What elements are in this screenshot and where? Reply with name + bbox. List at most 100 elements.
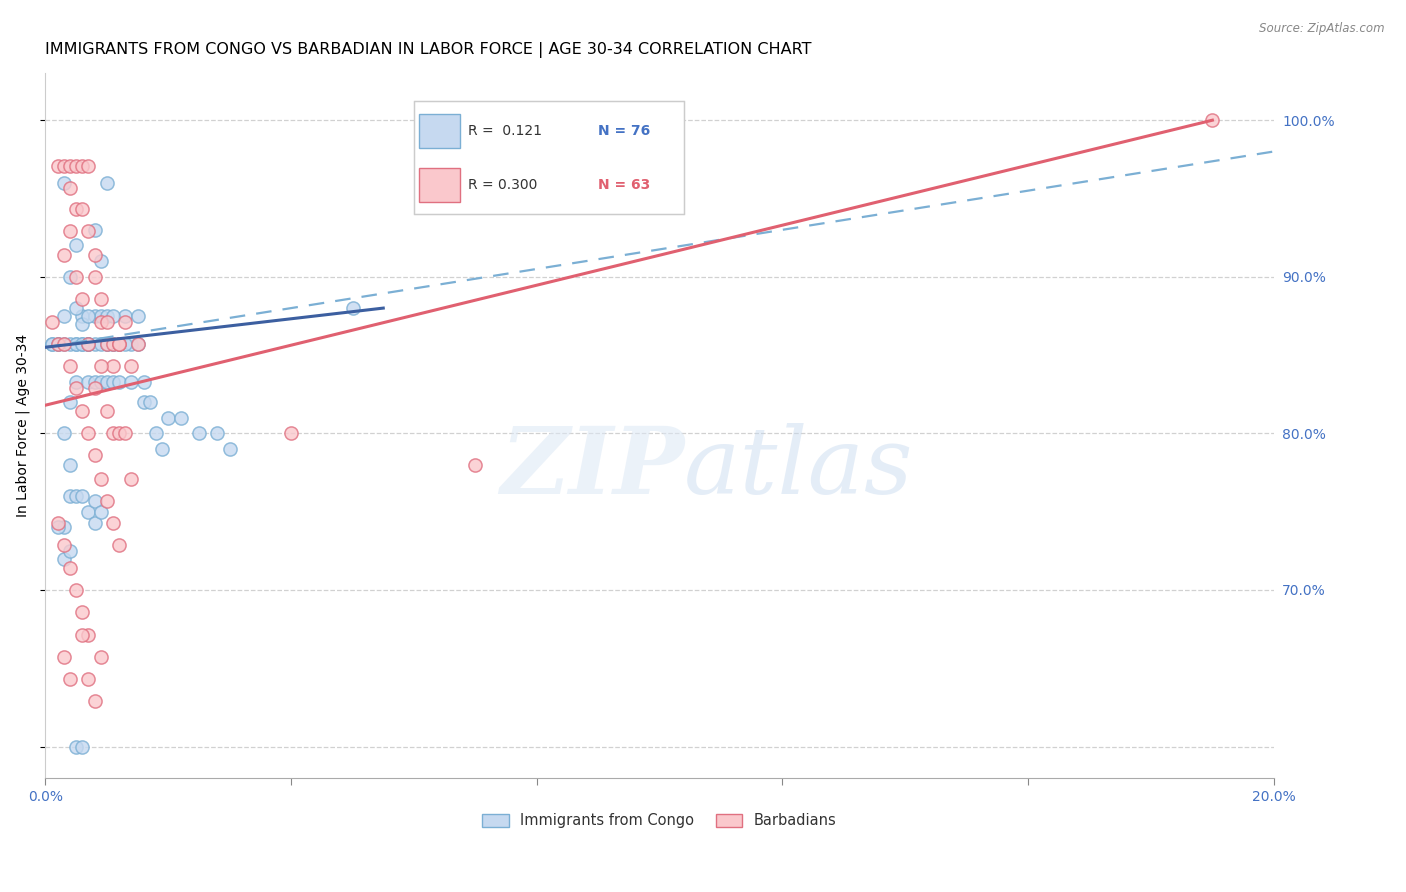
Point (108, 426, 131, 441)
Point (72, 404, 94, 418)
Point (120, 359, 142, 373)
Point (72, 337, 94, 351)
Point (83, 516, 105, 530)
Point (150, 442, 173, 456)
Point (59, 561, 82, 575)
Point (72, 202, 94, 217)
Point (90, 254, 112, 268)
Point (72, 309, 94, 323)
Point (77, 505, 100, 519)
Point (108, 337, 131, 351)
Point (83, 309, 105, 323)
Point (52, 426, 75, 441)
Point (108, 337, 131, 351)
Point (59, 159, 82, 173)
Point (132, 395, 155, 409)
Point (127, 337, 149, 351)
Point (41, 337, 63, 351)
Point (77, 224, 100, 238)
Point (72, 292, 94, 306)
Point (90, 472, 112, 486)
Text: Source: ZipAtlas.com: Source: ZipAtlas.com (1260, 22, 1385, 36)
Legend: Immigrants from Congo, Barbadians: Immigrants from Congo, Barbadians (477, 807, 842, 834)
Point (83, 381, 105, 395)
Point (90, 359, 112, 373)
Point (65, 582, 87, 597)
Point (52, 337, 75, 351)
Point (83, 448, 105, 462)
Point (90, 309, 112, 323)
Point (342, 301, 364, 315)
Y-axis label: In Labor Force | Age 30-34: In Labor Force | Age 30-34 (15, 334, 30, 517)
Point (96, 309, 118, 323)
Point (77, 337, 100, 351)
Point (72, 739, 94, 754)
Point (59, 180, 82, 194)
Point (139, 395, 162, 409)
Point (83, 694, 105, 708)
Point (96, 404, 118, 418)
Point (101, 337, 124, 351)
Point (59, 337, 82, 351)
Point (41, 337, 63, 351)
Text: ZIP: ZIP (501, 423, 685, 513)
Point (101, 426, 124, 441)
Point (83, 248, 105, 262)
Point (157, 410, 180, 425)
Point (90, 337, 112, 351)
Point (464, 458, 486, 472)
Point (59, 359, 82, 373)
Point (188, 426, 211, 441)
Point (90, 292, 112, 306)
Point (83, 337, 105, 351)
Point (114, 337, 136, 351)
Point (108, 537, 131, 551)
Point (52, 248, 75, 262)
Point (108, 375, 131, 389)
Point (72, 317, 94, 331)
Point (101, 337, 124, 351)
Point (132, 375, 155, 389)
Point (108, 337, 131, 351)
Point (59, 544, 82, 558)
Point (101, 337, 124, 351)
Point (52, 337, 75, 351)
Point (101, 516, 124, 530)
Point (90, 650, 112, 665)
Point (90, 505, 112, 519)
Point (114, 309, 136, 323)
Point (83, 223, 105, 237)
Point (65, 739, 87, 754)
Point (52, 650, 75, 665)
Point (101, 359, 124, 373)
Text: IMMIGRANTS FROM CONGO VS BARBADIAN IN LABOR FORCE | AGE 30-34 CORRELATION CHART: IMMIGRANTS FROM CONGO VS BARBADIAN IN LA… (45, 42, 813, 58)
Point (52, 309, 75, 323)
Point (120, 472, 142, 486)
Point (41, 315, 63, 329)
Point (59, 458, 82, 472)
Point (72, 605, 94, 619)
Point (96, 315, 118, 329)
Point (59, 224, 82, 238)
Point (65, 381, 87, 395)
Text: atlas: atlas (685, 423, 914, 513)
Point (96, 337, 118, 351)
Point (207, 426, 229, 441)
Point (83, 493, 105, 508)
Point (52, 537, 75, 551)
Point (77, 672, 100, 686)
Point (77, 337, 100, 351)
Point (46, 337, 69, 351)
Point (46, 520, 69, 534)
Point (96, 375, 118, 389)
Point (65, 337, 87, 351)
Point (77, 337, 100, 351)
Point (120, 337, 142, 351)
Point (101, 375, 124, 389)
Point (72, 628, 94, 642)
Point (46, 159, 69, 173)
Point (96, 337, 118, 351)
Point (83, 269, 105, 284)
Point (65, 375, 87, 389)
Point (114, 315, 136, 329)
